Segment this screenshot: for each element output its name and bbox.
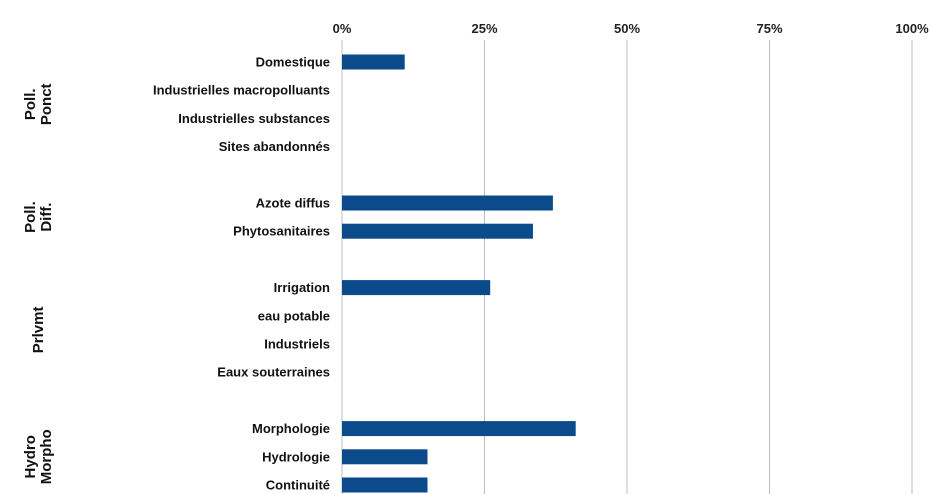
x-axis-ticks: 0% 25% 50% 75% 100% <box>333 21 929 36</box>
grid-lines <box>341 40 913 494</box>
x-tick-label: 75% <box>756 21 782 36</box>
bar <box>342 421 576 437</box>
group-label: Prlvmt <box>30 307 47 354</box>
group-label: Poll.Diff. <box>22 201 55 233</box>
bar <box>342 54 405 70</box>
category-labels: Domestique Industrielles macropolluants In… <box>153 55 330 493</box>
category-label: eau potable <box>258 308 330 323</box>
category-label: Hydrologie <box>262 449 330 464</box>
group-label-line: Poll. <box>22 88 39 120</box>
category-label: Phytosanitaires <box>233 224 330 239</box>
bar <box>342 223 533 239</box>
category-label: Industrielles macropolluants <box>153 83 330 98</box>
bar <box>342 449 428 465</box>
x-tick-label: 25% <box>471 21 497 36</box>
group-label-line: Poll. <box>22 201 39 233</box>
group-label-line: Diff. <box>38 203 55 232</box>
group-label: HydroMorpho <box>22 429 55 484</box>
category-label: Eaux souterraines <box>217 365 330 380</box>
category-label: Morphologie <box>252 421 330 436</box>
category-label: Industriels <box>264 337 330 352</box>
group-label-line: Prlvmt <box>30 307 47 354</box>
bar <box>342 195 553 211</box>
group-label-line: Ponct <box>38 83 55 125</box>
group-label-line: Hydro <box>22 435 39 478</box>
bars <box>342 54 576 493</box>
group-label-line: Morpho <box>38 429 55 484</box>
category-label: Domestique <box>256 55 330 70</box>
x-tick-label: 50% <box>614 21 640 36</box>
group-label: Poll.Ponct <box>22 83 55 125</box>
category-label: Continuité <box>266 478 330 493</box>
category-label: Azote diffus <box>256 196 330 211</box>
bar <box>342 280 491 296</box>
x-tick-label: 100% <box>895 21 929 36</box>
bar <box>342 477 428 493</box>
category-label: Sites abandonnés <box>219 139 330 154</box>
category-label: Industrielles substances <box>178 111 330 126</box>
category-label: Irrigation <box>274 280 330 295</box>
x-tick-label: 0% <box>333 21 352 36</box>
